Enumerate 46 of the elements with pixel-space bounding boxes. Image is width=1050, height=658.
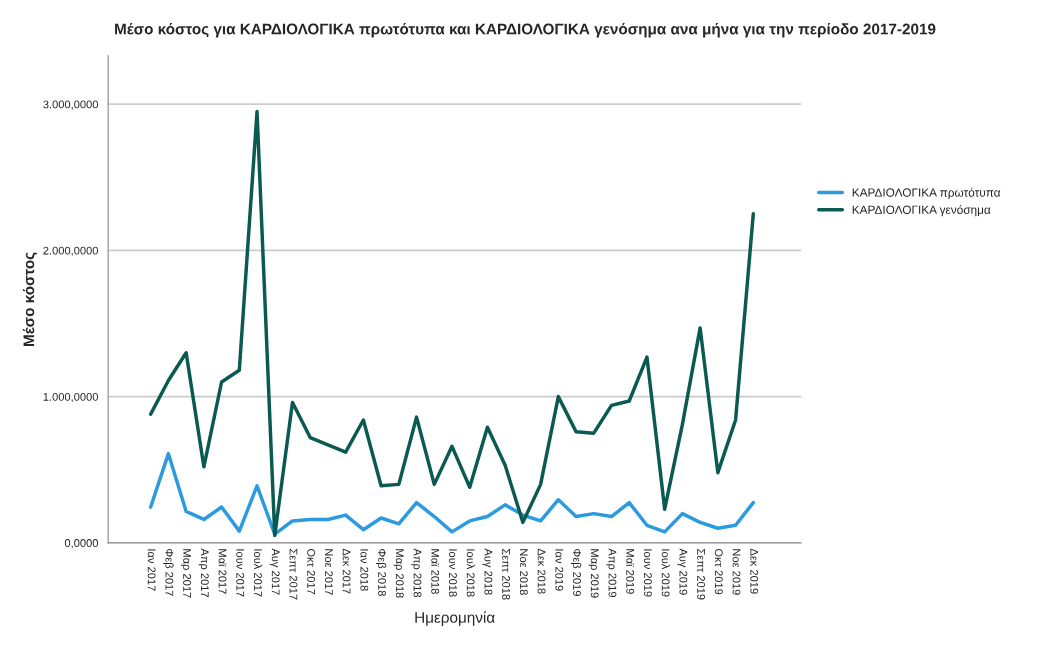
x-tick-label: Δεκ 2017 <box>342 548 351 594</box>
x-axis-title: Ημερομηνία <box>415 611 495 626</box>
x-tick-label: Οκτ 2019 <box>714 548 723 595</box>
x-tick-label: Ιαν 2019 <box>555 549 564 591</box>
line-series <box>148 109 756 538</box>
y-axis-title: Μέσο κόστος <box>22 252 38 346</box>
x-tick-label: Μαρ 2017 <box>180 549 192 598</box>
x-tick-label: Ιουν 2017 <box>236 549 245 597</box>
x-tick-label: Φεβ 2019 <box>570 549 582 596</box>
x-tick-label: Φεβ 2017 <box>163 549 174 596</box>
y-tick-label: 1.000,0000 <box>43 392 98 403</box>
x-tick-label: Δεκ 2019 <box>750 548 759 594</box>
x-tick-label: Μαρ 2018 <box>393 549 404 598</box>
y-tick-label: 0,0000 <box>64 539 98 549</box>
x-tick-label: Ιουλ 2019 <box>661 549 670 597</box>
x-tick-label: Δεκ 2018 <box>537 548 546 594</box>
x-tick-label: Φεβ 2018 <box>375 549 387 596</box>
x-tick-label: Μαρ 2019 <box>588 549 599 598</box>
x-tick-label: Σεπτ 2017 <box>289 548 298 600</box>
x-tick-label: Αυγ 2017 <box>269 548 280 595</box>
x-tick-label: Ιουν 2018 <box>449 549 457 597</box>
y-tick-label: 2.000,0000 <box>43 246 98 256</box>
x-tick-label: Μαϊ 2018 <box>431 549 440 594</box>
y-tick-label: 3.000,0000 <box>43 100 98 110</box>
x-tick-label: Ιαν 2018 <box>360 549 369 591</box>
x-tick-label: Αυγ 2018 <box>482 548 493 595</box>
x-tick-label: Μαϊ 2017 <box>218 549 227 594</box>
x-tick-label: Ιουλ 2017 <box>254 549 263 597</box>
x-tick-label: Σεπτ 2019 <box>697 548 706 600</box>
x-tick-label: Νοε 2019 <box>732 549 741 595</box>
x-tick-label: Ιουν 2019 <box>643 549 652 597</box>
legend-label: ΚΑΡΔΙΟΛΟΓΙΚΑ πρωτότυπα <box>852 187 1001 200</box>
x-tick-label: Απρ 2017 <box>198 548 209 598</box>
x-tick-label: Ιαν 2017 <box>147 549 156 591</box>
x-tick-label: Αυγ 2019 <box>677 548 688 595</box>
legend-label: ΚΑΡΔΙΟΛΟΓΙΚΑ γενόσημα <box>852 204 991 217</box>
x-tick-label: Νοε 2018 <box>519 549 528 595</box>
x-tick-label: Απρ 2019 <box>606 548 617 598</box>
x-tick-label: Οκτ 2017 <box>307 548 316 595</box>
x-tick-label: Νοε 2017 <box>324 549 333 595</box>
x-tick-label: Ιουλ 2018 <box>466 549 475 597</box>
x-tick-label: Απρ 2018 <box>411 548 422 598</box>
chart-title: Μέσο κόστος για ΚΑΡΔΙΟΛΟΓΙΚΑ πρωτότυπα και ΚΑΡΔΙΟΛΟΓΙΚΑ γενόσημα ανα μήνα για την περίοδο 2017-2019 <box>115 23 936 38</box>
x-tick-label: Μαϊ 2019 <box>626 549 635 594</box>
line-series <box>148 451 756 536</box>
x-tick-label: Σεπτ 2018 <box>502 548 511 600</box>
